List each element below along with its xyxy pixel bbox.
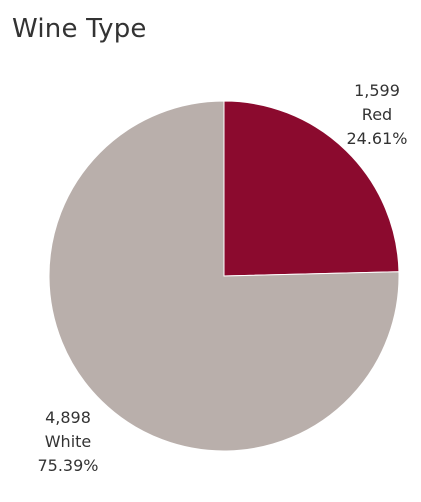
slice-percent-white: 75.39% xyxy=(37,456,98,475)
slice-name-white: White xyxy=(45,432,92,451)
pie-slices xyxy=(48,100,400,452)
slice-label-white: 4,898 White 75.39% xyxy=(37,408,98,475)
slice-value-red: 1,599 xyxy=(354,81,400,100)
slice-label-red: 1,599 Red 24.61% xyxy=(346,81,407,148)
chart-title: Wine Type xyxy=(12,14,147,44)
pie-slice-white[interactable] xyxy=(48,100,400,452)
slice-percent-red: 24.61% xyxy=(346,129,407,148)
pie-slice-red[interactable] xyxy=(223,100,400,277)
slice-value-white: 4,898 xyxy=(45,408,91,427)
slice-name-red: Red xyxy=(362,105,392,124)
